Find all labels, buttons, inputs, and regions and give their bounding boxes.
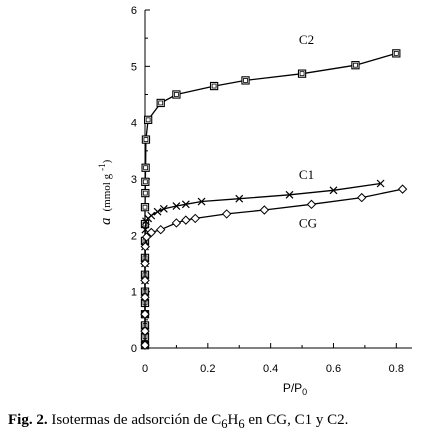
y-tick-label: 1: [131, 287, 137, 299]
y-tick-label: 0: [131, 343, 137, 355]
data-point: [140, 309, 150, 319]
caption-sub-1: 6: [221, 417, 228, 431]
data-point-inner: [142, 190, 148, 196]
data-point: [357, 192, 367, 203]
series-line-cg: [144, 188, 403, 346]
data-point: [181, 200, 190, 209]
data-point: [155, 224, 166, 235]
x-tick-label: 0: [142, 363, 148, 375]
data-point-inner: [174, 92, 179, 97]
series-label-cg: CG: [299, 215, 317, 230]
data-point: [156, 98, 165, 108]
data-point: [376, 179, 385, 188]
x-tick-label: 0.4: [263, 363, 278, 375]
adsorption-isotherm-chart: 0 1 2 3 4 5 6 0 0.2 0.4 0.6 0.8 P/P0 a(mmol g-1) C2…: [97, 5, 412, 397]
data-point: [190, 213, 200, 224]
data-point: [141, 232, 152, 242]
caption-text-3: en CG, C1 y C2.: [244, 412, 349, 428]
data-point: [140, 241, 151, 252]
data-point: [306, 199, 317, 210]
data-point: [172, 202, 181, 210]
figure-caption: Fig. 2. Isotermas de adsorción de C6H6 e…: [8, 412, 438, 432]
data-point: [221, 209, 232, 219]
data-point: [143, 115, 153, 124]
series-cg: [140, 184, 408, 350]
data-point-inner: [142, 179, 148, 185]
data-point-inner: [158, 100, 164, 106]
data-point: [259, 205, 270, 215]
data-point: [140, 258, 150, 269]
data-point: [329, 186, 338, 195]
x-tick-label: 0.8: [389, 363, 404, 375]
data-point: [141, 188, 150, 198]
data-point: [209, 81, 219, 91]
series-label-c2: C2: [299, 32, 314, 47]
data-point: [140, 340, 150, 350]
data-point: [140, 292, 150, 303]
data-point: [235, 194, 244, 203]
x-tick-label: 0.2: [200, 363, 215, 375]
data-point-inner: [142, 204, 148, 210]
data-point-inner: [299, 71, 305, 77]
data-point-inner: [353, 62, 358, 68]
caption-text-2: H: [227, 412, 239, 428]
y-tick-label: 3: [131, 174, 137, 186]
data-point-inner: [211, 83, 217, 89]
series-line-c2: [144, 52, 397, 346]
data-point: [141, 135, 151, 144]
caption-text-1: Isotermas de adsorción de C: [47, 412, 222, 428]
data-point-inner: [143, 137, 149, 142]
figure-number: Fig. 2.: [8, 412, 48, 428]
data-point: [140, 275, 150, 286]
data-point: [141, 163, 150, 172]
y-tick-label: 6: [131, 5, 137, 17]
data-point: [153, 207, 162, 216]
data-point: [147, 211, 156, 220]
data-point-inner: [243, 78, 248, 83]
data-point: [397, 184, 408, 194]
data-point: [351, 61, 360, 70]
series-c1: [141, 179, 385, 350]
x-axis-label: P/P0: [283, 381, 307, 397]
data-point: [197, 197, 206, 206]
data-point: [285, 190, 294, 199]
caption-sub-2: 6: [238, 417, 245, 431]
y-tick-label: 5: [131, 61, 137, 73]
y-tick-label: 4: [131, 118, 137, 130]
data-point: [171, 218, 182, 228]
data-point: [172, 90, 181, 99]
data-point: [140, 203, 150, 212]
data-point: [392, 49, 401, 58]
data-point: [241, 76, 250, 85]
ticks: 0 1 2 3 4 5 6 0 0.2 0.4 0.6 0.8: [131, 5, 404, 375]
data-point: [146, 227, 156, 238]
y-tick-label: 2: [131, 230, 137, 242]
data-point-inner: [145, 117, 151, 123]
data-point: [297, 69, 307, 78]
series-label-c1: C1: [299, 167, 314, 182]
y-axis-label: a(mmol g-1): [97, 159, 114, 225]
x-tick-label: 0.6: [326, 363, 341, 375]
series: [140, 49, 408, 350]
data-point: [141, 177, 150, 186]
data-point-inner: [393, 50, 399, 56]
data-point: [140, 326, 150, 336]
data-point-inner: [143, 165, 149, 171]
labels: P/P0 a(mmol g-1) C2 C1 CG: [97, 32, 317, 397]
data-point: [181, 215, 191, 225]
data-point: [159, 204, 168, 213]
